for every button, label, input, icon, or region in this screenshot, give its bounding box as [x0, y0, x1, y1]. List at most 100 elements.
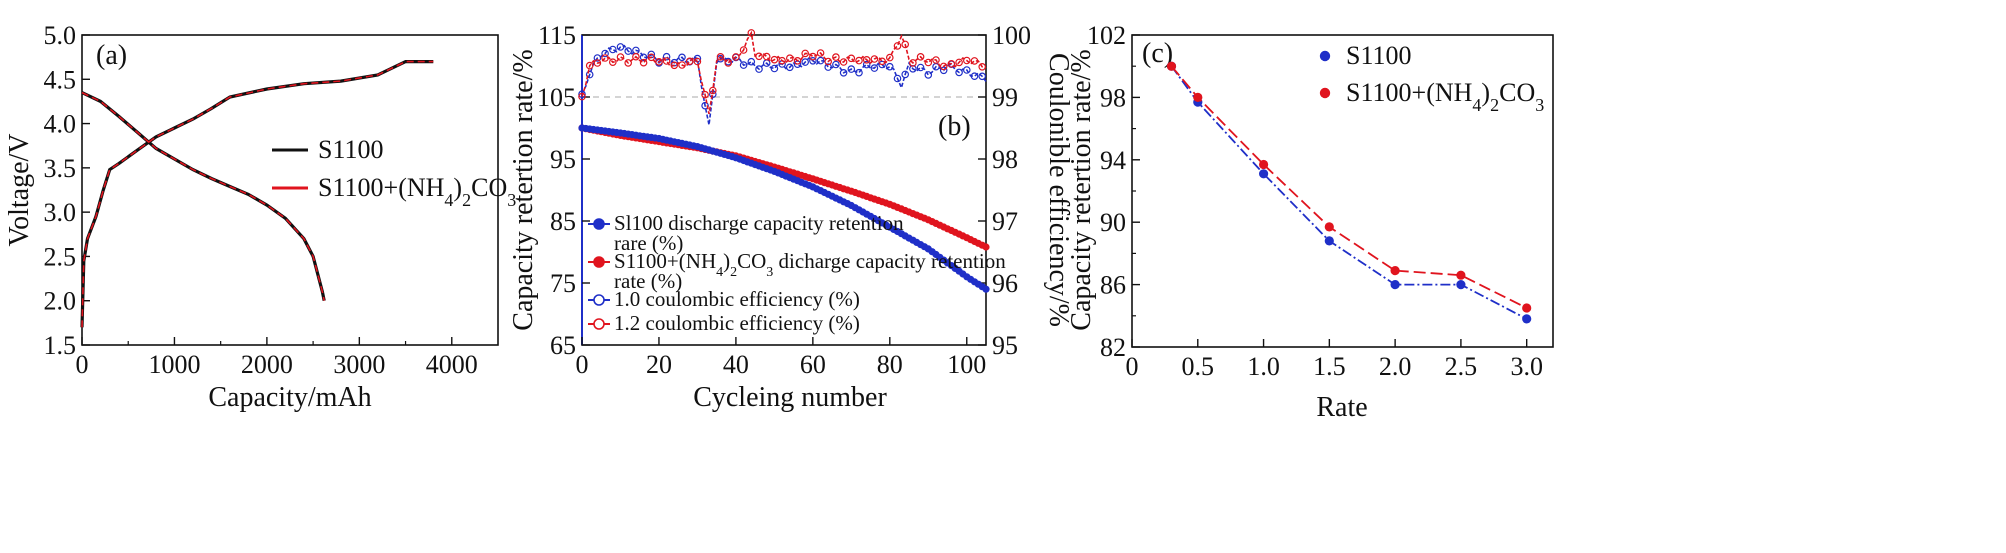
data-point [1166, 61, 1177, 71]
data-point [693, 57, 702, 66]
data-point [739, 61, 748, 69]
data-point [801, 49, 810, 58]
x-tick-label: 0 [576, 350, 589, 379]
y-tick-label: 86 [1100, 271, 1126, 300]
data-point [624, 59, 633, 67]
x-tick-label: 3000 [333, 350, 385, 379]
data-point [678, 61, 686, 69]
x-tick-label: 40 [723, 350, 749, 379]
data-point [947, 59, 956, 68]
data-point [893, 74, 902, 83]
x-tick-label: 60 [800, 350, 826, 379]
data-point [678, 53, 686, 62]
x-tick-label: 0 [76, 350, 89, 379]
plot-frame [81, 34, 499, 346]
x-tick-label: 100 [947, 350, 986, 379]
y-tick-label: 98 [1100, 83, 1126, 112]
data-point [1390, 280, 1400, 290]
data-point [578, 90, 586, 99]
data-point [639, 53, 648, 62]
data-point [616, 53, 625, 61]
data-point [585, 70, 594, 79]
data-point [901, 70, 910, 79]
data-point [655, 57, 663, 66]
legend-label: S1100 [318, 135, 384, 164]
y-right-axis-label: Coulonible efficiency/% [1043, 53, 1074, 327]
x-tick-label: 4000 [426, 350, 478, 379]
data-point [809, 56, 817, 65]
data-point [809, 52, 817, 61]
data-point [1456, 280, 1466, 290]
data-point [1259, 169, 1269, 179]
data-point [955, 58, 963, 67]
data-point [970, 72, 979, 81]
data-point [924, 58, 933, 67]
data-point [732, 53, 740, 61]
y-tick-label: 2.5 [44, 242, 77, 271]
legend-label: S1100 [1346, 41, 1412, 70]
series-line [81, 91, 326, 302]
data-point [824, 57, 833, 66]
x-axis-label: Cycleing number [693, 382, 887, 413]
x-tick-label: 20 [646, 350, 672, 379]
data-point [970, 57, 979, 65]
data-point [839, 69, 848, 77]
data-point [932, 56, 940, 64]
y-tick-label: 75 [550, 269, 576, 298]
y-tick-label: 105 [537, 83, 576, 112]
data-point [1522, 303, 1532, 313]
y-tick-label: 4.5 [44, 65, 77, 94]
data-point [816, 56, 825, 65]
y-axis-label: Capacity retertion rate/% [508, 49, 539, 330]
data-point [647, 53, 656, 62]
data-point [862, 55, 871, 64]
y-tick-label: 102 [1087, 21, 1126, 50]
panel-b-chart: 0 20 40 60 80 100 65 75 85 95 105 115 95 96 97 98 99 100 C… [508, 21, 1074, 413]
data-point [855, 56, 863, 65]
data-point [701, 90, 709, 99]
data-point [785, 63, 794, 72]
y-tick-label: 3.0 [44, 198, 77, 227]
data-point [847, 54, 856, 63]
data-point [832, 53, 840, 61]
data-point [916, 52, 925, 61]
data-point [962, 56, 971, 65]
series-line [81, 60, 434, 328]
data-point [670, 61, 679, 70]
data-point [624, 47, 633, 55]
data-point [701, 101, 709, 110]
data-point [832, 60, 840, 69]
data-point [1456, 270, 1466, 280]
x-tick-label: 0.5 [1182, 352, 1215, 381]
x-tick-label: 1.0 [1247, 352, 1280, 381]
data-point [1390, 266, 1400, 276]
data-point [924, 71, 933, 79]
data-point [1324, 236, 1334, 246]
x-tick-label: 3.0 [1510, 352, 1543, 381]
y-right-tick-label: 100 [992, 21, 1031, 50]
data-point [608, 58, 617, 67]
data-point [878, 60, 886, 69]
y-tick-label: 65 [550, 331, 576, 360]
data-point [793, 56, 802, 65]
data-point [816, 49, 825, 57]
data-point [955, 68, 963, 77]
series-line [581, 30, 987, 115]
data-point [778, 56, 786, 65]
data-point [708, 86, 717, 95]
y-tick-label: 90 [1100, 208, 1126, 237]
panel-c-chart: 0 0.5 1.0 1.5 2.0 2.5 3.0 82 86 90 94 98 102 Rate Capa… [1066, 21, 1554, 423]
data-point [870, 55, 879, 63]
data-point [785, 54, 794, 63]
data-point [839, 58, 848, 66]
legend-label: S1100+(NH4)2CO3 [318, 173, 516, 210]
data-point [916, 63, 925, 72]
legend-marker [593, 294, 605, 306]
y-tick-label: 95 [550, 145, 576, 174]
data-point [982, 243, 990, 251]
data-point [1522, 314, 1532, 324]
y-tick-label: 2.0 [44, 287, 77, 316]
data-point [770, 55, 779, 64]
data-point [885, 53, 894, 62]
legend-label: S1100+(NH4)2CO3 [1346, 78, 1544, 115]
